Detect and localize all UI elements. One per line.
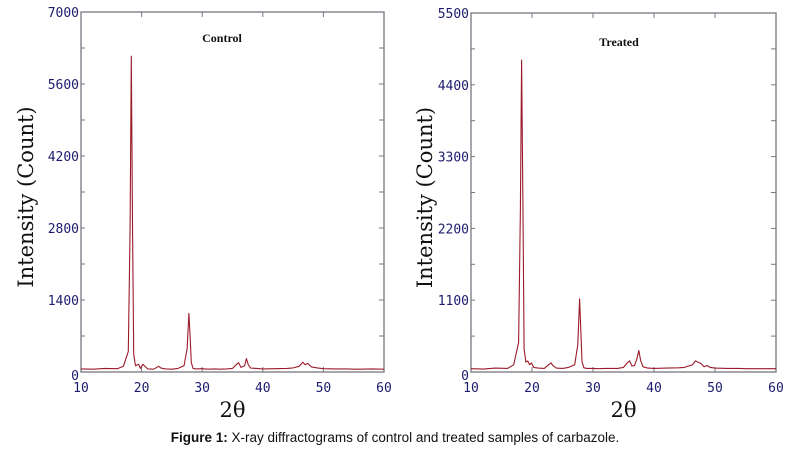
y-tick-label: 5600 [48, 78, 79, 93]
y-tick-label: 3300 [438, 151, 469, 166]
x-axis-title: 2θ [610, 398, 636, 422]
x-ticks: 10 20 30 40 50 60 [463, 13, 784, 396]
y-tick-label: 4400 [438, 79, 469, 94]
caption-label: Figure 1: [170, 430, 228, 445]
x-tick-label: 60 [376, 381, 392, 396]
y-tick-label: 2800 [48, 222, 79, 237]
treated-trace [470, 59, 776, 370]
plot-frame [470, 12, 777, 373]
control-panel: 10 20 30 40 50 60 0 1400 2800 4200 5600 7000 Contr… [14, 6, 392, 422]
plot-frame [80, 11, 385, 373]
x-tick-label: 50 [316, 381, 332, 396]
y-axis-title: Intensity (Count) [413, 107, 437, 288]
y-ticks: 0 1100 2200 3300 4400 5500 [438, 7, 776, 384]
x-tick-label: 40 [255, 381, 271, 396]
y-tick-label: 7000 [48, 6, 79, 21]
y-tick-label: 1400 [48, 294, 79, 309]
y-tick-label: 1100 [438, 294, 469, 309]
x-tick-label: 10 [73, 381, 89, 396]
control-trace [80, 55, 385, 370]
figure-caption: Figure 1: X-ray diffractograms of contro… [0, 430, 790, 445]
y-tick-label: 0 [71, 369, 79, 384]
x-tick-label: 60 [768, 381, 784, 396]
y-tick-label: 4200 [48, 150, 79, 165]
treated-panel: 10 20 30 40 50 60 0 1100 2200 3300 4400 5500 Treat… [413, 7, 784, 422]
x-tick-label: 20 [524, 381, 540, 396]
x-tick-label: 30 [194, 381, 210, 396]
x-axis-title: 2θ [219, 398, 245, 422]
y-tick-label: 2200 [438, 222, 469, 237]
x-tick-label: 20 [134, 381, 150, 396]
x-tick-label: 40 [646, 381, 662, 396]
y-tick-label: 0 [461, 369, 469, 384]
panel-title: Treated [599, 35, 639, 49]
caption-text: X-ray diffractograms of control and trea… [227, 430, 620, 445]
y-axis-title: Intensity (Count) [14, 106, 38, 287]
y-ticks: 0 1400 2800 4200 5600 7000 [48, 6, 384, 384]
x-tick-label: 50 [707, 381, 723, 396]
x-tick-label: 10 [463, 381, 479, 396]
y-tick-label: 5500 [438, 7, 469, 22]
x-tick-label: 30 [585, 381, 601, 396]
x-ticks: 10 20 30 40 50 60 [73, 12, 392, 396]
panel-title: Control [202, 31, 242, 45]
